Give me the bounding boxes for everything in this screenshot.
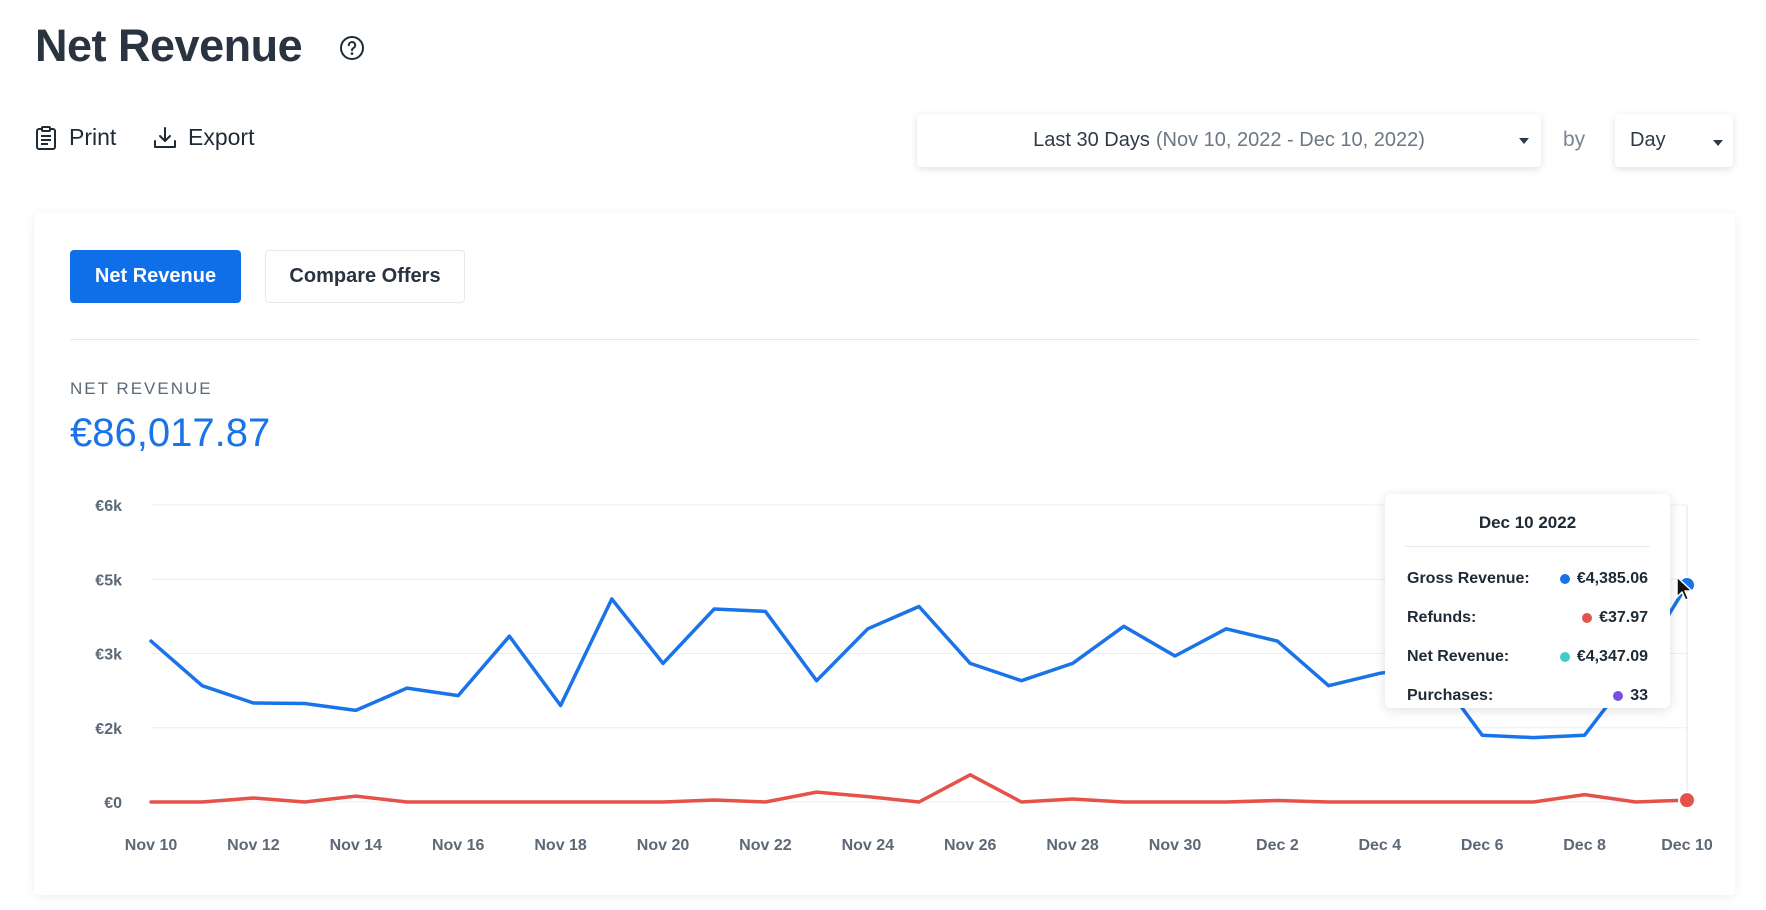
x-tick-label: Dec 4: [1358, 837, 1401, 854]
interval-value: Day: [1630, 129, 1666, 151]
series-dot-icon: [1559, 574, 1570, 584]
page-title: Net Revenue: [35, 20, 303, 71]
help-icon[interactable]: [338, 34, 366, 62]
print-label: Print: [69, 124, 117, 150]
x-tick-label: Dec 2: [1256, 837, 1299, 854]
x-tick-label: Nov 22: [739, 837, 792, 854]
tooltip-row: Purchases: 33: [1407, 686, 1648, 706]
interval-select[interactable]: Day: [1615, 114, 1733, 167]
tooltip-row: Refunds: €37.97: [1407, 608, 1648, 628]
x-tick-label: Nov 14: [330, 837, 383, 854]
x-tick-label: Nov 10: [125, 837, 178, 854]
series-dot-icon: [1582, 613, 1593, 623]
by-label: by: [1563, 128, 1586, 151]
date-range-select[interactable]: Last 30 Days (Nov 10, 2022 - Dec 10, 202…: [917, 114, 1541, 167]
print-button[interactable]: Print: [33, 124, 116, 151]
tooltip-row: Gross Revenue: €4,385.06: [1407, 569, 1648, 589]
x-tick-label: Nov 24: [842, 837, 895, 854]
tooltip-row: Net Revenue: €4,347.09: [1407, 647, 1648, 667]
y-tick-label: €0: [104, 795, 122, 812]
y-tick-label: €2k: [95, 721, 122, 738]
export-button[interactable]: Export: [152, 124, 254, 151]
tooltip-row-label: Refunds:: [1407, 609, 1477, 626]
y-tick-label: €6k: [95, 498, 122, 515]
x-tick-label: Nov 20: [637, 837, 690, 854]
series-dot-icon: [1559, 652, 1570, 662]
highlight-point: [1678, 791, 1696, 810]
x-tick-label: Nov 28: [1046, 837, 1099, 854]
chart-tooltip: Dec 10 2022 Gross Revenue: €4,385.06 Ref…: [1385, 494, 1670, 708]
tab-net-revenue[interactable]: Net Revenue: [70, 250, 241, 303]
y-tick-label: €3k: [95, 647, 122, 664]
caret-down-icon: [1713, 140, 1723, 146]
x-tick-label: Dec 10: [1661, 837, 1713, 854]
tooltip-row-value: €4,347.09: [1576, 648, 1648, 665]
x-tick-label: Dec 6: [1461, 837, 1504, 854]
kpi-label: NET REVENUE: [70, 379, 213, 398]
x-tick-label: Nov 26: [944, 837, 997, 854]
y-tick-label: €5k: [95, 572, 122, 589]
tooltip-row-value: €37.97: [1599, 609, 1648, 626]
series-dot-icon: [1613, 691, 1624, 701]
x-tick-label: Dec 8: [1563, 837, 1606, 854]
caret-down-icon: [1519, 138, 1529, 144]
tooltip-row-value: 33: [1630, 687, 1648, 704]
export-label: Export: [188, 124, 255, 150]
series-line: [149, 773, 1689, 804]
date-preset-label: Last 30 Days: [1033, 129, 1150, 151]
x-tick-label: Nov 30: [1149, 837, 1202, 854]
tooltip-divider: [1405, 546, 1650, 547]
clipboard-icon: [36, 125, 56, 150]
tooltip-row-label: Net Revenue:: [1407, 648, 1510, 665]
kpi-value: €86,017.87: [70, 411, 271, 455]
mouse-cursor-icon: [1676, 576, 1693, 601]
x-tick-label: Nov 12: [227, 837, 280, 854]
date-range-text: (Nov 10, 2022 - Dec 10, 2022): [1155, 129, 1425, 151]
divider: [70, 339, 1699, 340]
tooltip-date: Dec 10 2022: [1478, 513, 1577, 532]
tooltip-row-label: Purchases:: [1407, 687, 1494, 704]
tooltip-row-label: Gross Revenue:: [1407, 570, 1530, 587]
tab-compare-offers[interactable]: Compare Offers: [265, 250, 465, 303]
x-tick-label: Nov 16: [432, 837, 485, 854]
x-tick-label: Nov 18: [534, 837, 587, 854]
tooltip-row-value: €4,385.06: [1576, 570, 1648, 587]
download-icon: [154, 126, 176, 148]
